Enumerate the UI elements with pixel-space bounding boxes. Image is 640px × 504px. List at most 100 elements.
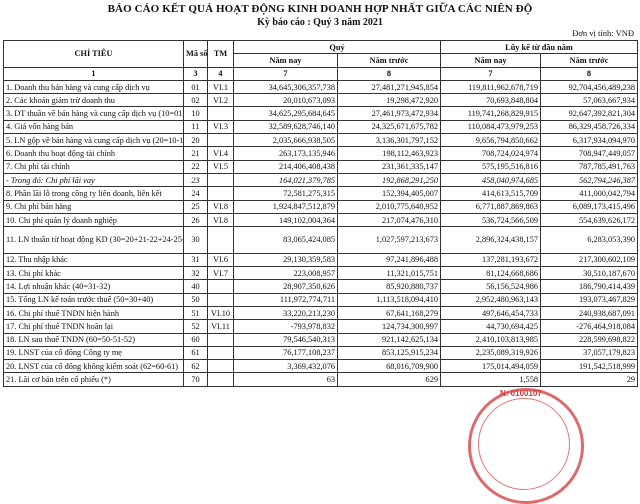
quarter-prev-year: 217,074,476,310 bbox=[337, 212, 441, 228]
table-row: 17. Chi phí thuế TNDN hoãn lại 52 VI.11 -79… bbox=[3, 319, 638, 334]
quarter-this-year: 2,035,666,938,505 bbox=[233, 133, 338, 148]
table-row: 12. Thu nhập khác 31 VI.6 29,130,359,583 97,… bbox=[3, 252, 638, 268]
ytd-prev-year: 240,938,687,091 bbox=[540, 305, 638, 321]
row-label: 1. Doanh thu bán hàng và cung cấp dịch v… bbox=[3, 79, 184, 95]
quarter-this-year: 111,972,774,711 bbox=[233, 292, 338, 307]
row-code: 10 bbox=[183, 106, 208, 121]
row-code: 02 bbox=[183, 93, 208, 108]
quarter-prev-year: 24,325,671,675,782 bbox=[337, 119, 441, 135]
row-code: 70 bbox=[183, 372, 208, 387]
quarter-prev-year: 11,321,015,751 bbox=[337, 266, 441, 281]
quarter-this-year: 33,220,213,230 bbox=[233, 305, 338, 321]
row-note bbox=[207, 226, 234, 254]
row-code: 22 bbox=[183, 159, 208, 174]
header-quy-nam-nay: Năm nay bbox=[233, 53, 338, 68]
quarter-this-year: 20,010,673,093 bbox=[233, 93, 338, 108]
ytd-this-year: 414,613,515,709 bbox=[440, 186, 541, 201]
header-quy: Quý bbox=[233, 39, 441, 55]
row-label: 2. Các khoản giảm trừ doanh thu bbox=[3, 93, 184, 108]
ytd-this-year: 2,952,480,963,143 bbox=[440, 292, 541, 307]
quarter-prev-year: 85,920,880,737 bbox=[337, 279, 441, 294]
ytd-prev-year: 193,073,467,829 bbox=[540, 292, 638, 307]
row-note: VI.7 bbox=[207, 266, 234, 281]
row-label: 6. Doanh thu hoạt động tài chính bbox=[3, 146, 184, 161]
row-note bbox=[207, 292, 234, 307]
header-luyke-nam-truoc: Năm trước bbox=[540, 53, 638, 68]
ytd-this-year: 2,896,324,438,157 bbox=[440, 226, 541, 254]
row-label: 21. Lãi cơ bản trên cổ phiếu (*) bbox=[3, 372, 184, 387]
row-code: 21 bbox=[183, 146, 208, 161]
row-note: VI.2 bbox=[207, 93, 234, 108]
row-label: 14. Lợi nhuận khác (40=31-32) bbox=[3, 279, 184, 294]
quarter-this-year: 76,177,108,237 bbox=[233, 345, 338, 361]
ytd-this-year: 6,771,887,869,863 bbox=[440, 199, 541, 214]
table-row: 5. LN gộp về bán hàng và cung cấp dịch v… bbox=[3, 133, 638, 148]
ytd-prev-year: 92,647,392,821,304 bbox=[540, 106, 638, 121]
row-code: 24 bbox=[183, 186, 208, 201]
row-note bbox=[207, 172, 234, 188]
row-note bbox=[207, 359, 234, 374]
header-chi-tieu: CHỈ TIÊU bbox=[3, 40, 184, 68]
row-note bbox=[207, 186, 234, 201]
row-note bbox=[207, 372, 234, 387]
row-code: 62 bbox=[183, 359, 208, 374]
row-code: 50 bbox=[183, 292, 208, 307]
quarter-prev-year: 19,298,472,920 bbox=[337, 93, 441, 108]
column-number: 8 bbox=[337, 66, 441, 81]
row-note: VI.1 bbox=[207, 79, 234, 95]
ytd-this-year: 137,281,193,672 bbox=[440, 252, 541, 268]
row-code: 61 bbox=[183, 345, 208, 361]
header-luy-ke: Lũy kế từ đầu năm bbox=[440, 39, 638, 55]
quarter-prev-year: 124,734,300,997 bbox=[337, 319, 441, 334]
ytd-prev-year: 30,510,187,670 bbox=[540, 266, 638, 281]
quarter-this-year: 83,065,424,085 bbox=[233, 226, 338, 254]
header-tm: TM bbox=[207, 40, 234, 68]
quarter-this-year: 223,008,957 bbox=[233, 266, 338, 281]
row-note: VI.5 bbox=[207, 159, 234, 174]
table-row: 13. Chi phí khác 32 VI.7 223,008,957 11,321,… bbox=[3, 266, 638, 281]
ytd-prev-year: 57,063,667,934 bbox=[540, 93, 638, 108]
row-label: 19. LNST của cổ đông Công ty mẹ bbox=[3, 345, 184, 361]
currency-unit: Đơn vị tính: VNĐ bbox=[572, 28, 634, 38]
table-row: 2. Các khoản giảm trừ doanh thu 02 VI.2 20,… bbox=[3, 93, 638, 108]
quarter-prev-year: 97,241,896,488 bbox=[337, 252, 441, 268]
row-note bbox=[207, 332, 234, 347]
ytd-prev-year: 29 bbox=[540, 372, 638, 387]
row-note: VI.8 bbox=[207, 199, 234, 214]
ytd-prev-year: 37,057,179,823 bbox=[540, 345, 638, 361]
ytd-this-year: 536,724,566,509 bbox=[440, 212, 541, 228]
ytd-this-year: 1,558 bbox=[440, 372, 541, 387]
quarter-this-year: 3,369,432,076 bbox=[233, 359, 338, 374]
table-row: 14. Lợi nhuận khác (40=31-32) 40 28,907,35… bbox=[3, 279, 638, 294]
row-code: 25 bbox=[183, 199, 208, 214]
ytd-this-year: 119,741,268,829,915 bbox=[440, 106, 541, 121]
report-period: Kỳ báo cáo : Quý 3 năm 2021 bbox=[257, 17, 383, 28]
table-row: 10. Chi phí quản lý doanh nghiệp 26 VI.8 14… bbox=[3, 212, 638, 228]
income-statement-table: CHỈ TIÊU Mã số TM Quý Lũy kế từ đầu năm … bbox=[3, 39, 638, 387]
row-code: 52 bbox=[183, 319, 208, 334]
quarter-this-year: 63 bbox=[233, 372, 338, 387]
ytd-this-year: 2,410,103,813,985 bbox=[440, 332, 541, 347]
table-row: 15. Tổng LN kế toán trước thuế (50=30+40… bbox=[3, 292, 638, 307]
quarter-this-year: 79,546,540,313 bbox=[233, 332, 338, 347]
row-code: 20 bbox=[183, 133, 208, 148]
row-label: 9. Chi phí bán hàng bbox=[3, 199, 184, 214]
column-number: 7 bbox=[233, 66, 338, 81]
row-label: 15. Tổng LN kế toán trước thuế (50=30+40… bbox=[3, 292, 184, 307]
row-note bbox=[207, 133, 234, 148]
quarter-prev-year: 921,142,625,134 bbox=[337, 332, 441, 347]
row-label: - Trong đó: Chi phí lãi vay bbox=[3, 172, 184, 188]
table-row: - Trong đó: Chi phí lãi vay 23 164,021,379… bbox=[3, 172, 638, 188]
row-label: 5. LN gộp về bán hàng và cung cấp dịch v… bbox=[3, 133, 184, 148]
ytd-prev-year: 411,000,042,794 bbox=[540, 186, 638, 201]
company-seal-inner-ring bbox=[478, 398, 570, 490]
table-row: 20. LNST của cổ đông không kiểm soát (62… bbox=[3, 359, 638, 374]
row-code: 26 bbox=[183, 212, 208, 228]
quarter-this-year: 34,625,295,684,645 bbox=[233, 106, 338, 121]
row-note: VI.8 bbox=[207, 212, 234, 228]
row-code: 30 bbox=[183, 226, 208, 254]
column-number: 4 bbox=[207, 66, 234, 81]
ytd-prev-year: 6,283,053,390 bbox=[540, 226, 638, 254]
quarter-this-year: 34,645,306,357,738 bbox=[233, 79, 338, 95]
row-label: 13. Chi phí khác bbox=[3, 266, 184, 281]
